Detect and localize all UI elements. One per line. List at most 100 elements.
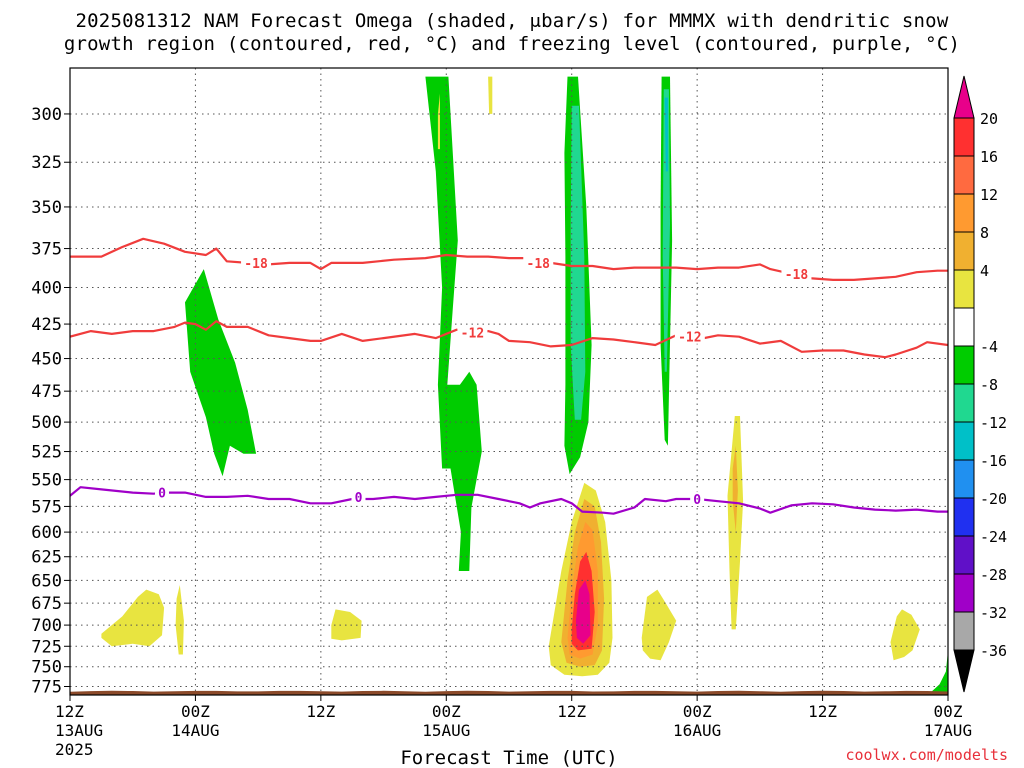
colorbar-segment-5 <box>953 307 975 347</box>
contour-label-2-2: 0 <box>693 493 701 508</box>
colorbar-segment-10 <box>953 497 975 537</box>
colorbar-segment-0 <box>953 117 975 157</box>
y-tick-label-p425: 425 <box>31 315 62 335</box>
omega-region-0 <box>185 269 257 477</box>
omega-region-11 <box>437 93 440 150</box>
colorbar-label-12: -32 <box>980 604 1007 622</box>
colorbar-segment-7 <box>953 383 975 423</box>
colorbar-segment-3 <box>953 231 975 271</box>
contour-line-2 <box>70 486 948 515</box>
x-tick-label-top-h84: 00Z <box>934 702 963 721</box>
contour-label-bg-2-2 <box>690 492 705 507</box>
contour-label-0-0: -18 <box>244 257 268 272</box>
y-tick-label-p525: 525 <box>31 443 62 463</box>
colorbar-label-0: 20 <box>980 110 998 128</box>
y-tick-label-p450: 450 <box>31 350 62 370</box>
contour-label-0-1: -18 <box>527 257 551 272</box>
contour-label-0-2: -18 <box>785 268 809 283</box>
y-tick-label-p400: 400 <box>31 278 62 298</box>
colorbar-label-4: 4 <box>980 262 989 280</box>
omega-region-8 <box>101 589 165 647</box>
x-tick-label-top-h24: 12Z <box>306 702 335 721</box>
omega-region-17 <box>575 580 591 644</box>
contour-line-1 <box>70 320 948 359</box>
colorbar-label-5: -4 <box>980 338 998 356</box>
colorbar-label-13: -36 <box>980 642 1007 660</box>
contour-label-bg-0-1 <box>523 255 554 270</box>
colorbar-label-7: -12 <box>980 414 1007 432</box>
omega-region-9 <box>175 585 184 655</box>
colorbar: 20 16 12 8 4 -4 -8 -12 -16 -20 -24 -28 -32 -36 <box>953 75 1007 693</box>
y-tick-label-p650: 650 <box>31 571 62 591</box>
colorbar-segment-11 <box>953 535 975 575</box>
y-tick-label-p675: 675 <box>31 594 62 614</box>
colorbar-bottom-arrow <box>953 649 975 693</box>
colorbar-segment-13 <box>953 611 975 651</box>
colorbar-label-3: 8 <box>980 224 989 242</box>
omega-region-5 <box>662 89 670 372</box>
pressure-axis: 300 325 350 375 400 425 450 475 500 525 550 575 600 6… <box>31 105 70 697</box>
colorbar-label-6: -8 <box>980 376 998 394</box>
x-axis-title: Forecast Time (UTC) <box>400 747 617 768</box>
colorbar-segment-4 <box>953 269 975 309</box>
x-tick-label-mid-h0: 13AUG <box>55 721 103 740</box>
plot-frame <box>69 67 949 696</box>
omega-region-1 <box>425 76 482 571</box>
colorbar-label-1: 16 <box>980 148 998 166</box>
contour-label-bg-1-0 <box>457 325 488 340</box>
y-tick-label-p550: 550 <box>31 471 62 491</box>
omega-region-3 <box>570 105 586 420</box>
contour-label-2-0: 0 <box>158 487 166 502</box>
omega-region-12 <box>488 76 493 114</box>
y-tick-label-p625: 625 <box>31 548 62 568</box>
colorbar-label-11: -28 <box>980 566 1007 584</box>
x-tick-label-mid-h60: 16AUG <box>673 721 721 740</box>
y-tick-label-p325: 325 <box>31 153 62 173</box>
temperature-contours: -18 -18 -18 -12 -12 0 0 0 <box>70 237 948 515</box>
gridlines <box>70 68 948 695</box>
omega-region-7 <box>931 650 948 692</box>
omega-region-21 <box>890 609 920 661</box>
colorbar-segment-1 <box>953 155 975 195</box>
x-tick-label-mid-h36: 15AUG <box>422 721 470 740</box>
contour-label-bg-1-1 <box>674 329 705 344</box>
y-tick-label-p350: 350 <box>31 198 62 218</box>
x-tick-label-top-h60: 00Z <box>683 702 712 721</box>
y-tick-label-p500: 500 <box>31 413 62 433</box>
y-tick-label-p475: 475 <box>31 382 62 402</box>
y-tick-label-p725: 725 <box>31 637 62 657</box>
omega-region-20 <box>732 445 738 533</box>
terrain-band <box>70 690 948 695</box>
terrain-surface <box>70 690 948 695</box>
y-tick-label-p600: 600 <box>31 523 62 543</box>
colorbar-segment-6 <box>953 345 975 385</box>
y-tick-label-p575: 575 <box>31 497 62 517</box>
colorbar-segment-2 <box>953 193 975 233</box>
x-tick-label-top-h0: 12Z <box>55 702 84 721</box>
y-tick-label-p300: 300 <box>31 105 62 125</box>
y-tick-label-p750: 750 <box>31 658 62 678</box>
omega-shading <box>101 76 948 692</box>
x-tick-label-top-h12: 00Z <box>181 702 210 721</box>
colorbar-label-8: -16 <box>980 452 1007 470</box>
x-tick-label-mid-h12: 14AUG <box>171 721 219 740</box>
chart-title-line-1: 2025081312 NAM Forecast Omega (shaded, μ… <box>75 10 949 32</box>
x-tick-label-bot-h0: 2025 <box>55 740 94 759</box>
x-tick-label-top-h48: 12Z <box>557 702 586 721</box>
chart-title-line-2: growth region (contoured, red, °C) and f… <box>63 33 961 55</box>
contour-label-bg-0-2 <box>781 266 812 281</box>
site-credit: coolwx.com/modelts <box>845 746 1008 764</box>
colorbar-segment-12 <box>953 573 975 613</box>
colorbar-segment-8 <box>953 421 975 461</box>
colorbar-label-9: -20 <box>980 490 1007 508</box>
contour-label-bg-0-0 <box>241 255 272 270</box>
colorbar-label-2: 12 <box>980 186 998 204</box>
contour-label-1-0: -12 <box>461 327 484 342</box>
contour-label-bg-2-0 <box>154 485 169 500</box>
x-tick-label-mid-h84: 17AUG <box>924 721 972 740</box>
contour-label-1-1: -12 <box>678 331 701 346</box>
colorbar-segment-9 <box>953 459 975 499</box>
colorbar-label-10: -24 <box>980 528 1007 546</box>
y-tick-label-p700: 700 <box>31 616 62 636</box>
